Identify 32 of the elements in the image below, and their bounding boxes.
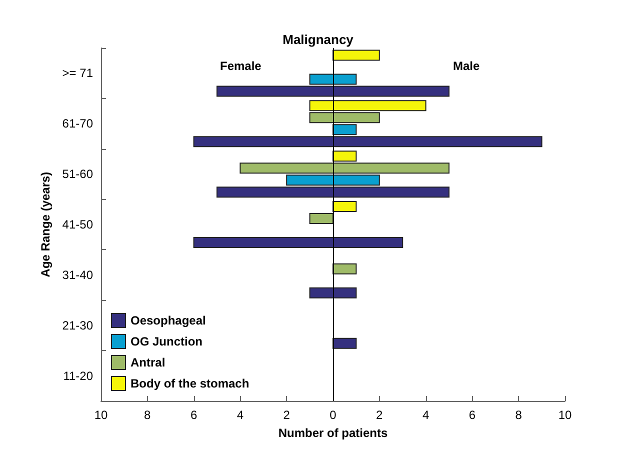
y-tick-label: 41-50	[62, 218, 94, 232]
x-tick-label: 10	[558, 408, 572, 422]
bar	[332, 338, 357, 349]
y-tick-label: 31-40	[62, 268, 94, 282]
x-tick-label: 10	[94, 408, 108, 422]
x-tick-label: 8	[515, 408, 522, 422]
x-tick-label: 4	[236, 408, 244, 422]
x-tick-label: 2	[283, 408, 290, 422]
x-tick-label: 2	[376, 408, 384, 422]
y-tick-label: 11-20	[63, 368, 94, 383]
x-tick-label: 6	[190, 408, 198, 422]
bar	[332, 50, 380, 61]
bar	[332, 263, 357, 274]
legend-label: Oesophageal	[130, 314, 206, 328]
bar	[309, 287, 357, 298]
x-axis-title: Number of patients	[278, 426, 388, 440]
bar	[193, 237, 404, 248]
chart-title: Malignancy	[282, 32, 354, 47]
x-tick-label: 4	[422, 408, 430, 422]
x-tick-label: 8	[144, 408, 152, 422]
x-tick-label: 0	[330, 408, 337, 422]
y-tick-label: >= 71	[62, 66, 94, 80]
y-tick-label: 61-70	[62, 116, 94, 131]
legend-label: Antral	[130, 356, 166, 370]
y-tick-label: 51-60	[62, 167, 94, 182]
annotation: Female	[220, 59, 262, 73]
legend-label: OG Junction	[130, 334, 202, 348]
legend-label: Body of the stomach	[130, 376, 250, 390]
x-tick-label: 6	[468, 408, 476, 422]
annotation: Male	[453, 59, 480, 73]
y-tick-label: 21-30	[62, 318, 94, 332]
y-axis-title: Age Range (years)	[38, 172, 52, 278]
